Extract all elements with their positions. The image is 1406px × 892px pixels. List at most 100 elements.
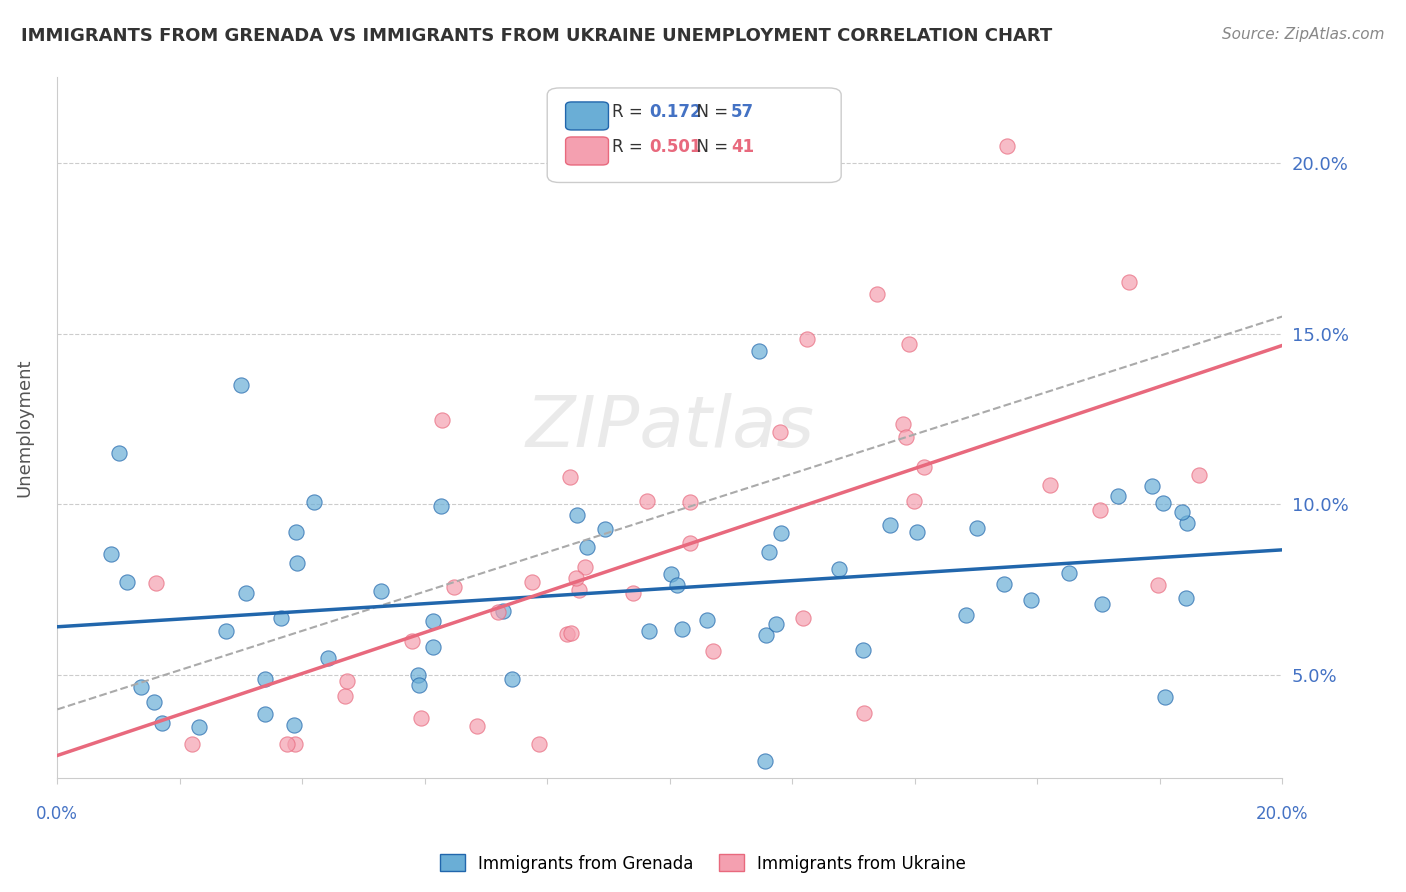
Point [574, 559, 596, 574]
Point [769, 425, 792, 439]
Point [465, 719, 488, 733]
Point [659, 566, 682, 581]
Text: 57: 57 [731, 103, 754, 121]
Point [235, 586, 257, 600]
Text: 0.501: 0.501 [650, 138, 702, 156]
Point [891, 417, 914, 432]
Text: 0.0%: 0.0% [37, 805, 79, 823]
Point [302, 494, 325, 508]
Point [993, 577, 1015, 591]
Point [1175, 591, 1198, 605]
Point [1039, 477, 1062, 491]
Point [666, 578, 689, 592]
Point [575, 540, 598, 554]
Point [1175, 516, 1198, 530]
Point [107, 446, 129, 460]
Point [1188, 468, 1211, 483]
Point [905, 524, 928, 539]
Point [748, 343, 770, 358]
Text: R =: R = [612, 138, 648, 156]
Point [555, 627, 578, 641]
FancyBboxPatch shape [565, 102, 609, 130]
Point [560, 470, 582, 484]
Point [333, 689, 356, 703]
Point [796, 332, 818, 346]
Point [636, 494, 658, 508]
Point [115, 575, 138, 590]
Point [755, 628, 778, 642]
Point [284, 524, 307, 539]
Point [897, 337, 920, 351]
Text: IMMIGRANTS FROM GRENADA VS IMMIGRANTS FROM UKRAINE UNEMPLOYMENT CORRELATION CHAR: IMMIGRANTS FROM GRENADA VS IMMIGRANTS FR… [21, 27, 1052, 45]
Point [621, 586, 644, 600]
Point [422, 640, 444, 655]
Point [1154, 690, 1177, 704]
Point [501, 673, 523, 687]
Text: Source: ZipAtlas.com: Source: ZipAtlas.com [1222, 27, 1385, 42]
Text: N =: N = [686, 103, 733, 121]
Text: 41: 41 [731, 138, 754, 156]
Point [229, 377, 252, 392]
Point [1142, 479, 1164, 493]
FancyBboxPatch shape [565, 137, 609, 165]
Point [1088, 503, 1111, 517]
Point [827, 562, 849, 576]
Point [335, 673, 357, 688]
Point [567, 508, 589, 522]
Point [408, 678, 430, 692]
Point [283, 717, 305, 731]
Point [879, 517, 901, 532]
Point [1152, 495, 1174, 509]
Point [406, 668, 429, 682]
Point [852, 706, 875, 720]
Point [100, 547, 122, 561]
Point [142, 695, 165, 709]
Point [270, 611, 292, 625]
Point [679, 535, 702, 549]
Point [696, 613, 718, 627]
Point [1107, 489, 1129, 503]
Point [560, 625, 582, 640]
Point [568, 583, 591, 598]
FancyBboxPatch shape [547, 88, 841, 183]
Point [187, 720, 209, 734]
Point [370, 583, 392, 598]
Point [593, 522, 616, 536]
Text: R =: R = [612, 103, 648, 121]
Point [181, 737, 204, 751]
Point [671, 622, 693, 636]
Text: 0.172: 0.172 [650, 103, 702, 121]
Point [253, 706, 276, 721]
Point [520, 575, 543, 590]
Point [565, 570, 588, 584]
Legend: Immigrants from Grenada, Immigrants from Ukraine: Immigrants from Grenada, Immigrants from… [433, 847, 973, 880]
Text: ZIPatlas: ZIPatlas [526, 393, 814, 462]
Point [443, 580, 465, 594]
Point [758, 545, 780, 559]
Point [430, 499, 453, 513]
Point [150, 716, 173, 731]
Y-axis label: Unemployment: Unemployment [15, 359, 32, 497]
Point [401, 634, 423, 648]
Point [1091, 597, 1114, 611]
Point [792, 611, 814, 625]
Point [765, 617, 787, 632]
Point [409, 711, 432, 725]
Point [995, 138, 1018, 153]
Point [912, 459, 935, 474]
Point [527, 737, 550, 751]
Point [1057, 566, 1080, 581]
Point [955, 607, 977, 622]
Point [422, 614, 444, 628]
Point [253, 673, 276, 687]
Point [1118, 276, 1140, 290]
Point [129, 680, 152, 694]
Point [903, 493, 925, 508]
Point [754, 754, 776, 768]
Point [486, 605, 509, 619]
Point [896, 429, 918, 443]
Point [966, 521, 988, 535]
Text: N =: N = [686, 138, 733, 156]
Point [852, 642, 875, 657]
Point [430, 413, 453, 427]
